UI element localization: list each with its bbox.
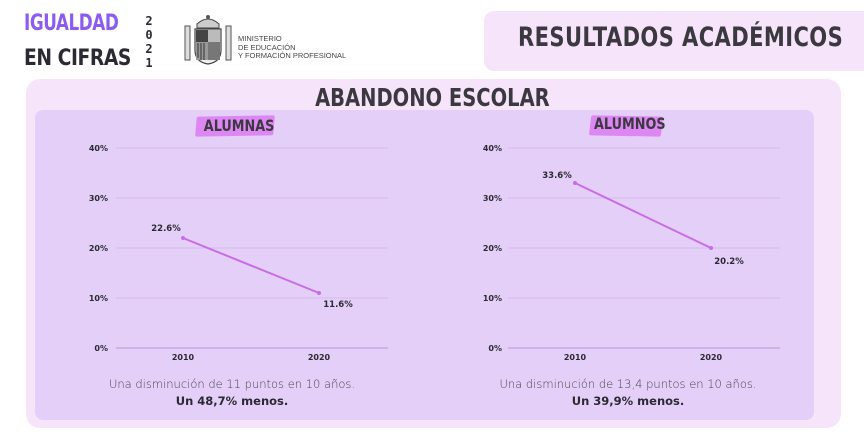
x-tick: 2010 xyxy=(172,353,195,362)
brand-title-line2: EN CIFRAS xyxy=(24,46,131,71)
section-title: ABANDONO ESCOLAR xyxy=(0,83,864,112)
line-chart-alumnos: 40% 30% 20% 10% 0% 33.6% 20.2% 2010 2020 xyxy=(460,130,800,374)
x-tick: 2010 xyxy=(564,353,587,362)
data-point xyxy=(317,291,321,295)
y-tick: 10% xyxy=(483,294,502,303)
data-point xyxy=(181,236,185,240)
data-point xyxy=(573,181,577,185)
caption-line: Una disminución de 13,4 puntos en 10 año… xyxy=(499,377,757,391)
year-digit: 1 xyxy=(145,56,153,70)
page-title: RESULTADOS ACADÉMICOS xyxy=(518,22,844,53)
data-line xyxy=(574,182,712,249)
data-point xyxy=(709,246,713,250)
chart-title-alumnas: ALUMNAS xyxy=(203,116,275,135)
y-tick: 30% xyxy=(89,194,108,203)
ministry-line: MINISTERIO xyxy=(238,34,282,43)
data-label: 22.6% xyxy=(151,224,181,234)
ministry-line: Y FORMACIÓN PROFESIONAL xyxy=(238,51,347,60)
year-digit: 2 xyxy=(145,42,153,56)
section-title-text: ABANDONO ESCOLAR xyxy=(314,83,550,112)
caption-line: Una disminución de 11 puntos en 10 años. xyxy=(108,377,356,391)
y-tick: 20% xyxy=(483,244,502,253)
y-tick: 30% xyxy=(483,194,502,203)
data-label: 33.6% xyxy=(542,171,572,181)
year-digit: 2 xyxy=(145,14,153,28)
data-line xyxy=(182,237,320,294)
line-chart-alumnas: 40% 30% 20% 10% 0% 22.6% 11.6% 2010 2020 xyxy=(60,130,400,374)
page-title-banner xyxy=(484,11,864,71)
y-tick: 40% xyxy=(89,144,108,153)
data-label: 11.6% xyxy=(323,300,353,310)
y-tick: 10% xyxy=(89,294,108,303)
y-tick: 0% xyxy=(488,344,502,353)
chart-title-alumnos: ALUMNOS xyxy=(594,114,666,133)
charts-panel xyxy=(35,110,814,420)
ministry-line: DE EDUCACIÓN xyxy=(238,42,296,52)
y-tick: 40% xyxy=(483,144,502,153)
ministry-label: MINISTERIO DE EDUCACIÓN Y FORMACIÓN PROF… xyxy=(238,34,347,61)
caption-highlight: Un 39,9% menos. xyxy=(571,394,685,408)
coat-of-arms-icon xyxy=(183,14,233,66)
x-tick: 2020 xyxy=(700,353,723,362)
data-label: 20.2% xyxy=(714,257,744,267)
caption-alumnas: Una disminución de 11 puntos en 10 años.… xyxy=(52,377,412,408)
edition-year: 2 0 2 1 xyxy=(143,14,155,70)
caption-highlight: Un 48,7% menos. xyxy=(175,394,289,408)
caption-alumnos: Una disminución de 13,4 puntos en 10 año… xyxy=(448,377,808,408)
x-tick: 2020 xyxy=(308,353,331,362)
brand-title-line1: IGUALDAD xyxy=(24,11,119,36)
y-tick: 20% xyxy=(89,244,108,253)
y-tick: 0% xyxy=(94,344,108,353)
year-digit: 0 xyxy=(145,28,153,42)
